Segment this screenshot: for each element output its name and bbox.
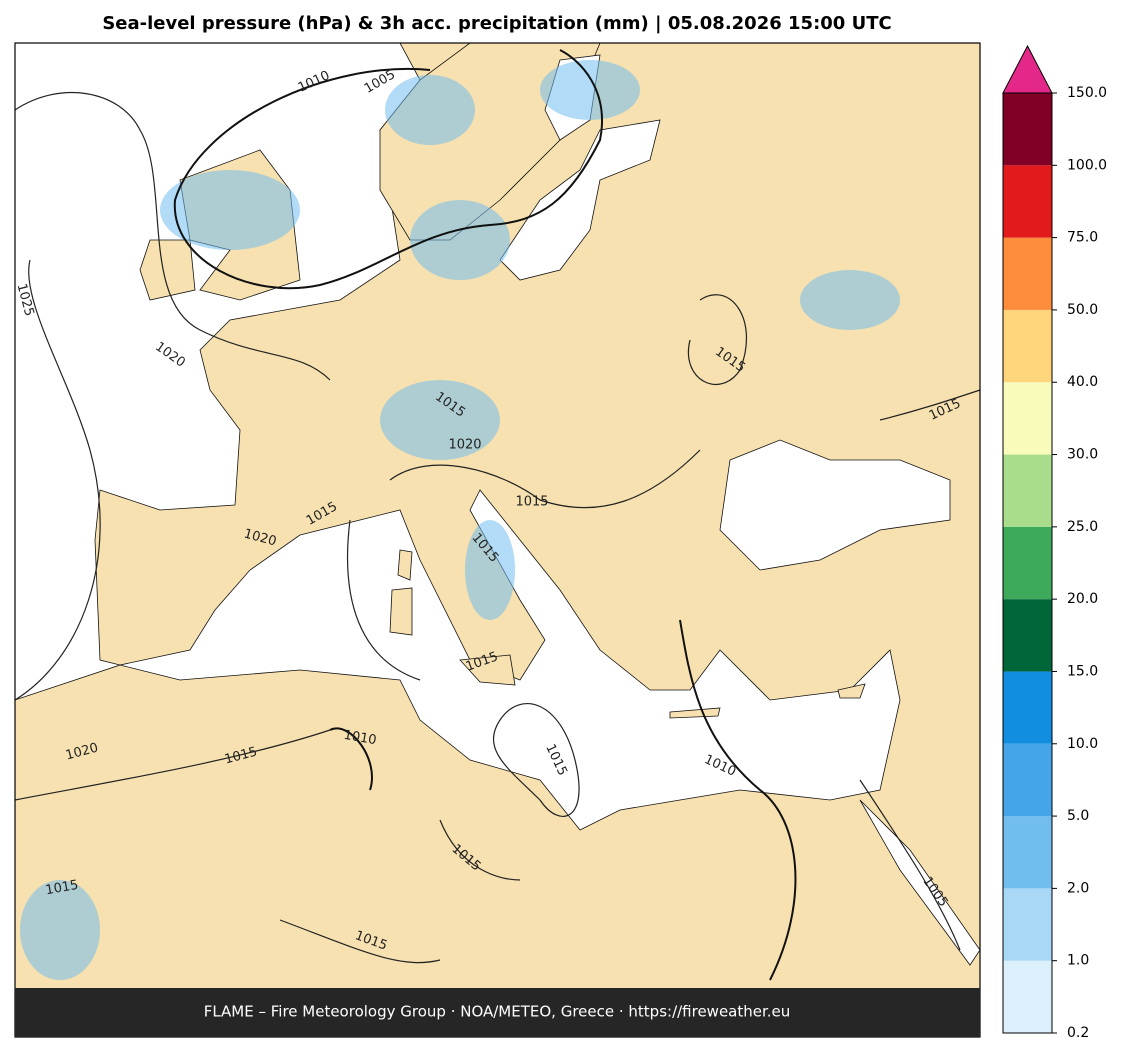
precipitation <box>800 270 900 330</box>
colorbar-segment <box>1003 960 1052 1033</box>
contour-label: 1015 <box>515 495 548 510</box>
colorbar-tick-label: 10.0 <box>1067 736 1098 752</box>
colorbar-tick-label: 40.0 <box>1067 374 1098 390</box>
isobar <box>859 389 981 951</box>
colorbar-tick-label: 1.0 <box>1067 953 1089 969</box>
colorbar-segment <box>1003 599 1052 672</box>
precipitation <box>465 520 515 620</box>
colorbar-segment <box>1003 743 1052 817</box>
colorbar-tick-label: 20.0 <box>1067 591 1098 607</box>
colorbar-segment <box>1003 309 1052 383</box>
colorbar-segment <box>1003 382 1052 455</box>
title: Sea-level pressure (hPa) & 3h acc. preci… <box>102 13 891 34</box>
contour-label: 1010 <box>342 728 377 749</box>
isobar <box>329 619 797 981</box>
crete <box>669 707 721 719</box>
colorbar-tick-label: 150.0 <box>1067 85 1107 101</box>
colorbar-tick-label: 25.0 <box>1067 519 1098 535</box>
isobar <box>347 449 701 681</box>
isobar <box>493 703 580 817</box>
colorbar-segment <box>1003 888 1052 961</box>
sardinia <box>389 587 413 636</box>
colorbar-segment <box>1003 237 1052 310</box>
colorbar-segment <box>1003 454 1052 527</box>
colorbar-tick-label: 100.0 <box>1067 157 1107 173</box>
colorbar-tick-label: 2.0 <box>1067 880 1089 896</box>
precipitation <box>410 200 510 280</box>
colorbar: 0.2 1.0 2.0 5.0 10.0 15.0 20.0 25.0 30.0 40.0 50.0… <box>1002 44 1107 1041</box>
colorbar-tick-label: 30.0 <box>1067 447 1098 463</box>
precipitation <box>540 60 640 120</box>
contour-label: 1020 <box>448 438 481 453</box>
footer-text: FLAME – Fire Meteorology Group · NOA/MET… <box>204 1003 791 1021</box>
red-sea <box>859 799 981 966</box>
isobar <box>14 91 331 381</box>
colorbar-segment <box>1003 93 1052 166</box>
precipitation <box>385 75 475 145</box>
colorbar-tick-label: 15.0 <box>1067 663 1098 679</box>
isobar <box>687 294 748 386</box>
colorbar-tick-label: 75.0 <box>1067 230 1098 246</box>
colorbar-tick-label: 0.2 <box>1067 1025 1089 1041</box>
map: 1010 1005 1025 1020 1015 1015 1020 1015 … <box>13 42 981 1038</box>
cyprus <box>837 683 866 699</box>
isobar <box>14 259 101 701</box>
colorbar-extend <box>1002 44 1053 94</box>
colorbar-segment <box>1003 526 1052 600</box>
baltic <box>499 119 661 281</box>
sicily <box>459 654 516 686</box>
mediterranean <box>119 489 901 831</box>
colorbar-segment <box>1003 816 1052 889</box>
colorbar-segment <box>1003 165 1052 238</box>
colorbar-segment <box>1003 671 1052 744</box>
contour-label: 1015 <box>44 878 79 899</box>
precipitation <box>160 170 300 250</box>
precipitation <box>20 880 100 980</box>
corsica <box>397 549 413 581</box>
colorbar-frame <box>1002 92 1053 1034</box>
colorbar-tick-label: 5.0 <box>1067 808 1089 824</box>
precipitation <box>380 380 500 460</box>
isobar <box>14 729 521 964</box>
footer-bar <box>15 988 980 1037</box>
isobar <box>173 49 603 290</box>
ireland <box>139 239 196 301</box>
black-sea <box>719 439 951 571</box>
colorbar-tick-label: 50.0 <box>1067 302 1098 318</box>
